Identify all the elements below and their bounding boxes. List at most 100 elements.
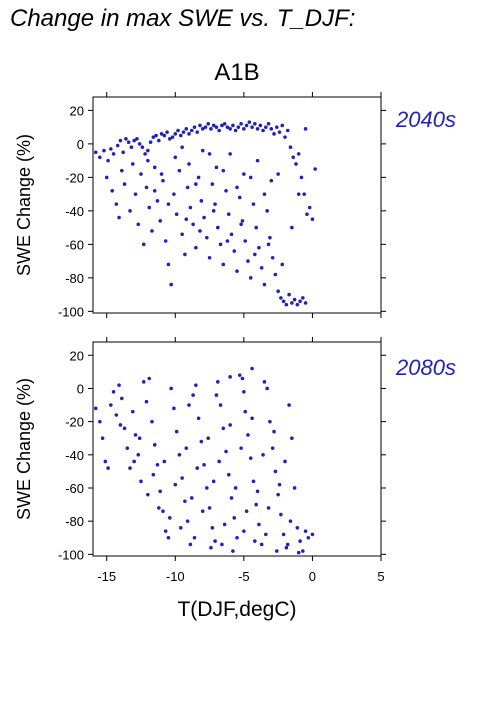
data-point bbox=[294, 162, 298, 166]
data-point bbox=[98, 419, 102, 424]
data-point bbox=[109, 403, 113, 407]
y-axis-label: SWE Change (%) bbox=[14, 134, 34, 276]
data-point bbox=[240, 376, 245, 381]
data-point bbox=[202, 462, 206, 467]
y-tick-label: -80 bbox=[65, 514, 84, 529]
data-point bbox=[218, 403, 223, 407]
data-point bbox=[313, 167, 317, 171]
data-point bbox=[221, 168, 226, 173]
data-point bbox=[299, 175, 304, 180]
data-point bbox=[189, 128, 194, 133]
data-point bbox=[143, 152, 147, 156]
data-point bbox=[255, 127, 260, 131]
data-point bbox=[207, 255, 212, 260]
data-point bbox=[194, 383, 198, 387]
data-point bbox=[211, 123, 216, 128]
data-point bbox=[288, 145, 293, 150]
data-point bbox=[248, 175, 253, 180]
data-point bbox=[194, 245, 198, 250]
data-point bbox=[117, 383, 121, 387]
data-point bbox=[233, 128, 238, 133]
data-point bbox=[281, 299, 286, 304]
scenario-title: A1B bbox=[214, 59, 259, 86]
data-point bbox=[301, 549, 305, 553]
data-point bbox=[166, 535, 171, 540]
data-point bbox=[187, 403, 191, 407]
data-point bbox=[287, 403, 291, 407]
data-point bbox=[214, 393, 219, 397]
data-point bbox=[163, 529, 168, 533]
data-point bbox=[269, 178, 274, 183]
data-point bbox=[224, 188, 228, 193]
y-tick-label: -100 bbox=[58, 304, 84, 319]
data-point bbox=[291, 155, 296, 160]
data-point bbox=[103, 459, 108, 464]
data-point bbox=[274, 549, 279, 553]
data-point bbox=[141, 380, 146, 384]
data-point bbox=[214, 125, 219, 129]
data-point bbox=[183, 252, 187, 257]
data-point bbox=[281, 532, 286, 537]
data-point bbox=[213, 539, 217, 543]
data-point bbox=[303, 127, 308, 131]
data-point bbox=[265, 386, 269, 391]
data-point bbox=[191, 393, 195, 397]
data-point bbox=[166, 202, 171, 206]
data-point bbox=[146, 158, 150, 163]
data-point bbox=[242, 529, 246, 533]
data-point bbox=[194, 182, 198, 186]
data-point bbox=[202, 215, 206, 220]
data-point bbox=[136, 222, 141, 227]
data-point bbox=[270, 255, 275, 260]
data-point bbox=[273, 272, 278, 277]
data-point bbox=[306, 535, 311, 540]
data-point bbox=[235, 269, 239, 273]
data-point bbox=[93, 150, 98, 155]
data-point bbox=[214, 165, 219, 170]
data-point bbox=[128, 466, 132, 470]
x-axis-label: T(DJF,degC) bbox=[177, 598, 296, 621]
data-point bbox=[169, 386, 173, 391]
x-tick-label: 5 bbox=[377, 569, 384, 584]
data-point bbox=[239, 446, 243, 450]
data-point bbox=[303, 301, 308, 305]
data-point bbox=[187, 162, 191, 166]
data-point bbox=[295, 525, 300, 530]
data-point bbox=[198, 123, 202, 128]
data-point bbox=[129, 145, 134, 150]
data-point bbox=[228, 152, 232, 156]
data-point bbox=[254, 502, 258, 507]
data-point bbox=[288, 519, 293, 523]
data-point bbox=[98, 155, 102, 160]
data-point bbox=[169, 282, 173, 287]
data-point bbox=[200, 127, 205, 131]
data-point bbox=[172, 192, 176, 196]
data-point bbox=[292, 297, 297, 302]
data-point bbox=[155, 462, 160, 467]
data-point bbox=[262, 192, 267, 196]
data-point bbox=[144, 185, 149, 190]
data-point bbox=[248, 456, 253, 460]
data-point bbox=[140, 145, 145, 150]
data-point bbox=[265, 209, 269, 213]
data-point bbox=[284, 302, 289, 307]
y-tick-label: 0 bbox=[77, 381, 84, 396]
data-point bbox=[246, 433, 250, 437]
data-point bbox=[251, 202, 256, 206]
data-point bbox=[161, 509, 165, 514]
data-point bbox=[254, 225, 258, 230]
y-tick-label: -20 bbox=[65, 415, 84, 430]
data-point bbox=[303, 529, 308, 533]
data-point bbox=[272, 132, 276, 136]
data-point bbox=[111, 152, 116, 156]
data-point bbox=[283, 135, 287, 139]
data-point bbox=[152, 443, 157, 447]
data-point bbox=[248, 276, 253, 280]
data-point bbox=[250, 366, 254, 371]
data-point bbox=[231, 123, 235, 128]
data-point bbox=[276, 172, 280, 176]
data-point bbox=[93, 406, 98, 411]
data-point bbox=[244, 509, 249, 514]
data-point bbox=[121, 150, 125, 155]
data-point bbox=[180, 145, 184, 150]
